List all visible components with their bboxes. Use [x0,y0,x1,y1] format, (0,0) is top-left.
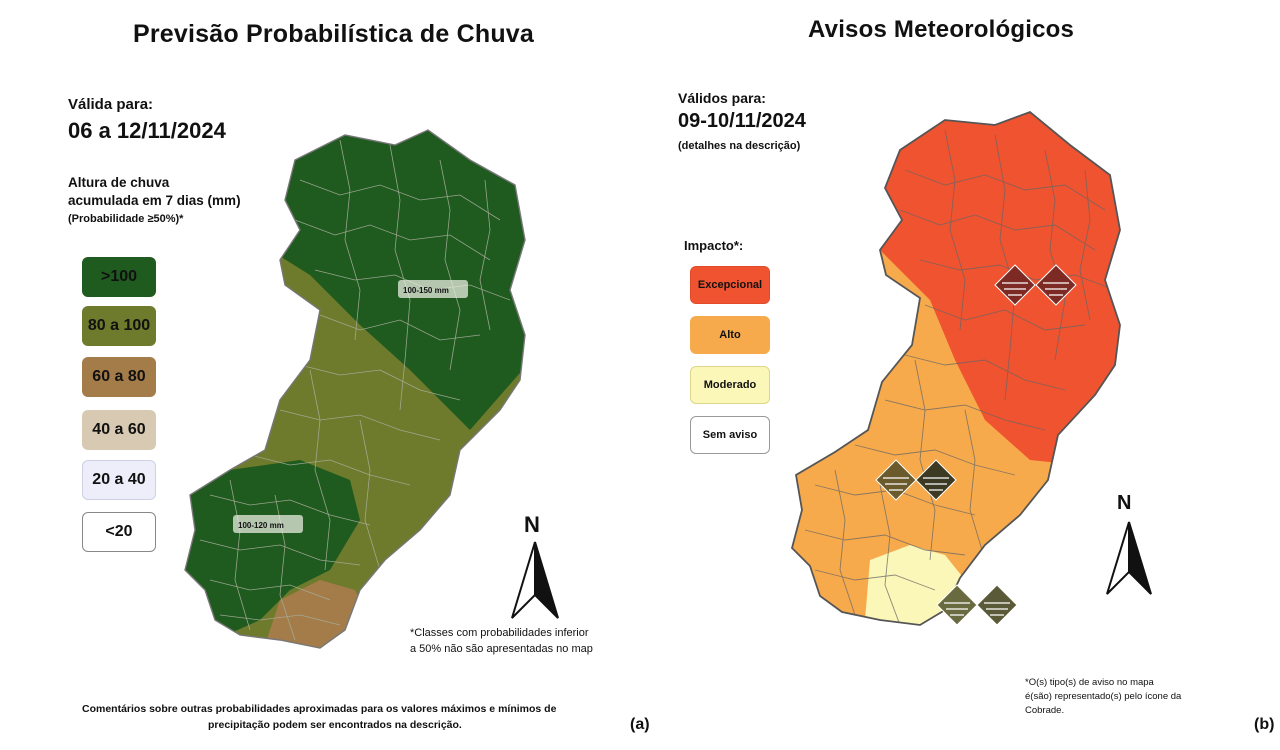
left-footnote-line2: a 50% não são apresentadas no map [410,643,593,655]
left-title: Previsão Probabilística de Chuva [133,20,534,48]
left-valid-label: Válida para: [68,96,154,113]
warning-icon-moderado-1 [936,584,978,626]
warning-icon-excepcional-2 [1035,264,1077,306]
left-valid-date: 06 a 12/11/2024 [68,118,226,143]
impact-excepcional: Excepcional [690,266,770,304]
impact-moderado: Moderado [690,366,770,404]
legend-title-line2: acumulada em 7 dias (mm) [68,193,241,208]
warning-icon-excepcional-1 [994,264,1036,306]
rain-forecast-map: 100-150 mm 100-120 mm [184,129,526,649]
left-footnote-line1: *Classes com probabilidades inferior [410,627,589,639]
right-valid-label: Válidos para: [678,90,766,106]
warning-icon-alto-1 [875,459,917,501]
left-comment-line1: Comentários sobre outras probabilidades … [82,703,557,715]
panel-label-b: (b) [1254,716,1275,733]
right-footnote-line1: *O(s) tipo(s) de aviso no mapa [1025,677,1154,688]
warning-icon-moderado-2 [976,584,1018,626]
legend-item-lt20: <20 [82,512,156,552]
right-valid-note: (detalhes na descrição) [678,140,801,152]
legend-item-80-100: 80 a 100 [82,306,156,346]
legend-item-60-80: 60 a 80 [82,357,156,397]
legend-item-20-40: 20 a 40 [82,460,156,500]
left-comment-line2: precipitação podem ser encontrados na de… [208,719,462,731]
right-valid-date: 09-10/11/2024 [678,110,806,132]
right-footnote-line2: é(são) representado(s) pelo ícone da [1025,691,1182,702]
north-label-right: N [1117,492,1132,514]
map-label-south: 100-120 mm [238,521,284,530]
north-arrow-right-icon [1106,521,1152,595]
legend-item-40-60: 40 a 60 [82,410,156,450]
north-arrow-icon [511,541,559,619]
right-title: Avisos Meteorológicos [808,16,1075,43]
north-label-left: N [524,512,540,537]
legend-title-line1: Altura de chuva [68,175,170,190]
weather-warnings-map [790,110,1121,626]
legend-item-gt100: >100 [82,257,156,297]
map-label-north: 100-150 mm [403,286,449,295]
impact-title: Impacto*: [684,238,744,253]
warning-icon-alto-2 [915,459,957,501]
impact-alto: Alto [690,316,770,354]
panel-label-a: (a) [630,716,650,733]
legend-title-line3: (Probabilidade ≥50%)* [68,213,184,225]
impact-sem-aviso: Sem aviso [690,416,770,454]
right-footnote-line3: Cobrade. [1025,705,1065,716]
